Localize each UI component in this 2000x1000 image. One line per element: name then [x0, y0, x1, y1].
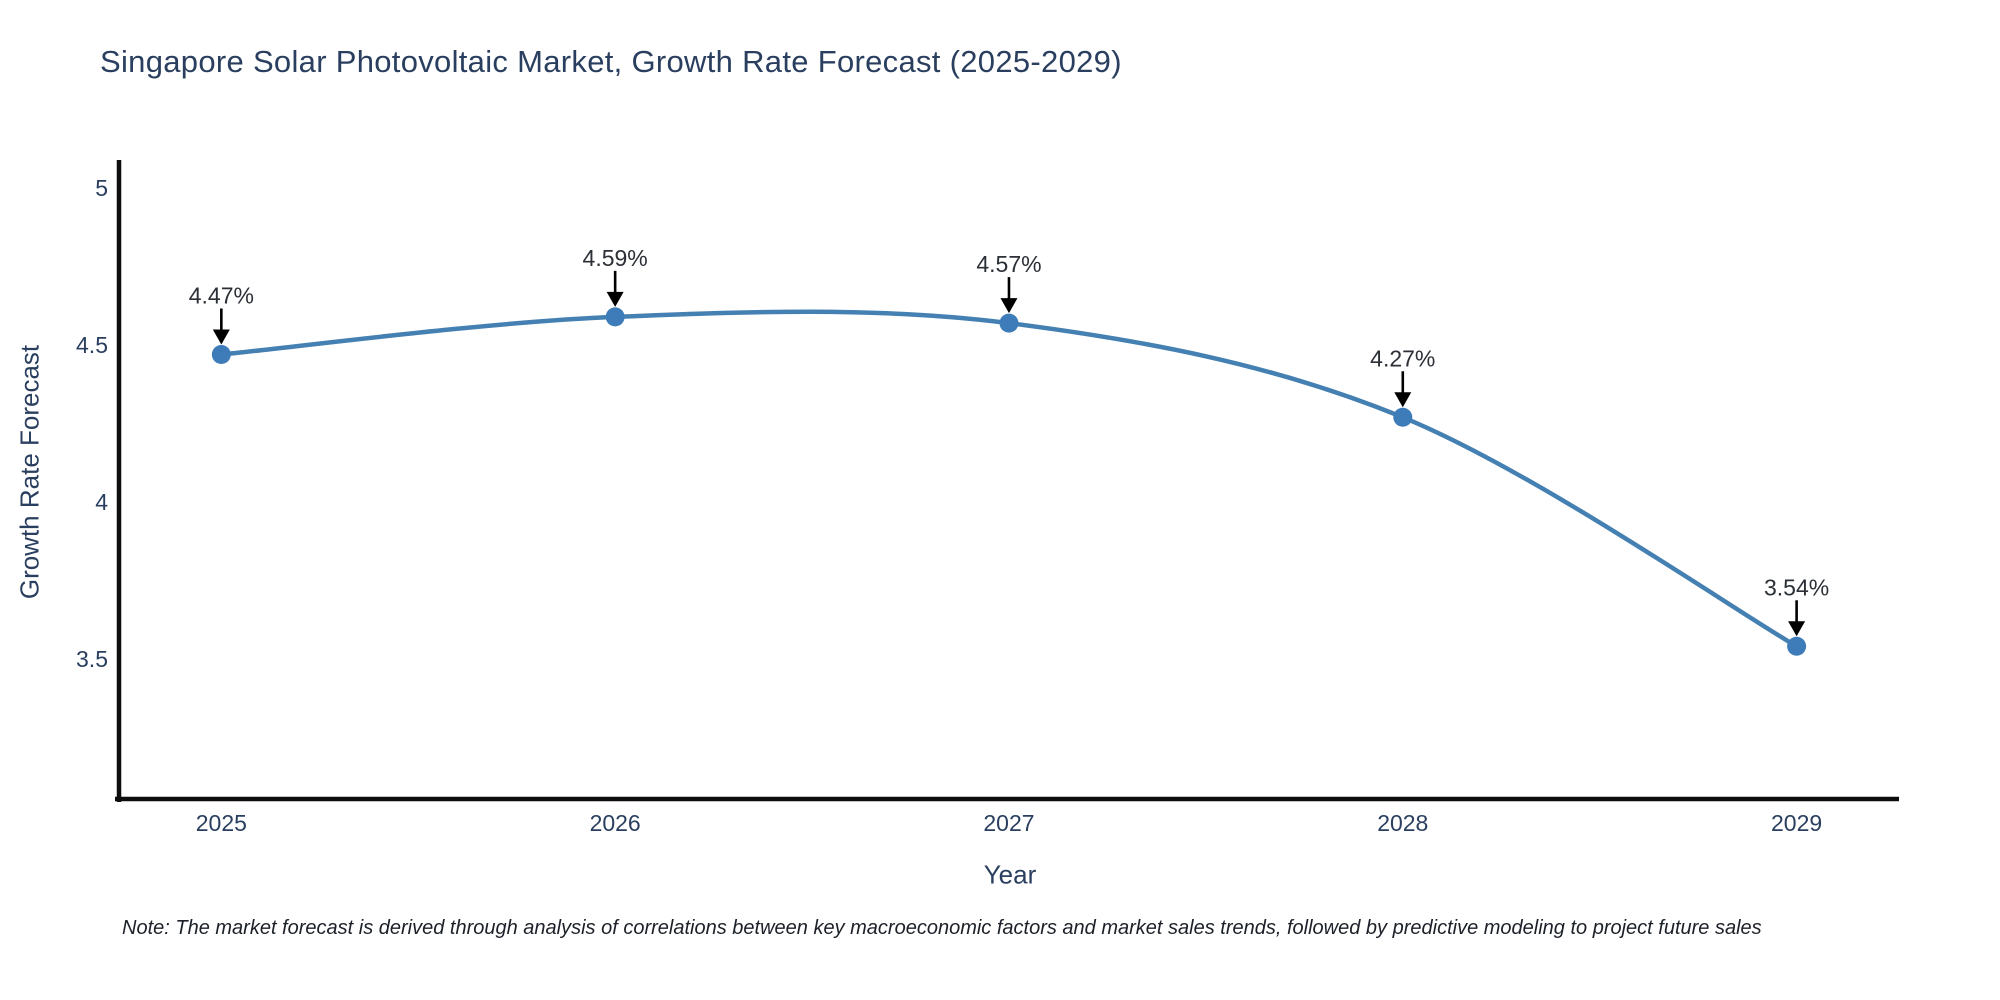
annotation-arrow-head	[1788, 621, 1806, 637]
data-point	[211, 345, 231, 365]
annotation-arrow-head	[1000, 298, 1018, 314]
x-tick-label: 2028	[1377, 810, 1428, 836]
x-tick-label: 2026	[590, 810, 641, 836]
y-tick-label: 5	[95, 175, 108, 201]
y-tick-label: 4.5	[76, 332, 108, 358]
x-tick-label: 2027	[983, 810, 1034, 836]
data-point	[1787, 636, 1807, 656]
data-point	[999, 313, 1019, 333]
y-tick-label: 4	[95, 489, 108, 515]
trend-line	[219, 309, 1799, 649]
data-point	[1393, 407, 1413, 427]
x-tick-label: 2025	[196, 810, 247, 836]
y-tick-label: 3.5	[76, 646, 108, 672]
data-point	[605, 307, 625, 327]
annotation-arrow-head	[606, 291, 624, 307]
footnote: Note: The market forecast is derived thr…	[122, 917, 1762, 939]
chart-title: Singapore Solar Photovoltaic Market, Gro…	[100, 44, 1122, 79]
annotation-arrow-head	[1394, 392, 1412, 408]
x-tick-label: 2029	[1771, 810, 1822, 836]
annotation-arrow-head	[212, 329, 230, 345]
point-annotation-label: 4.47%	[189, 283, 254, 309]
x-axis-title: Year	[983, 859, 1037, 890]
point-annotation-label: 3.54%	[1764, 574, 1829, 600]
point-annotation-label: 4.27%	[1370, 345, 1435, 371]
point-annotation-label: 4.59%	[583, 245, 648, 271]
point-annotation-label: 4.57%	[976, 251, 1041, 277]
